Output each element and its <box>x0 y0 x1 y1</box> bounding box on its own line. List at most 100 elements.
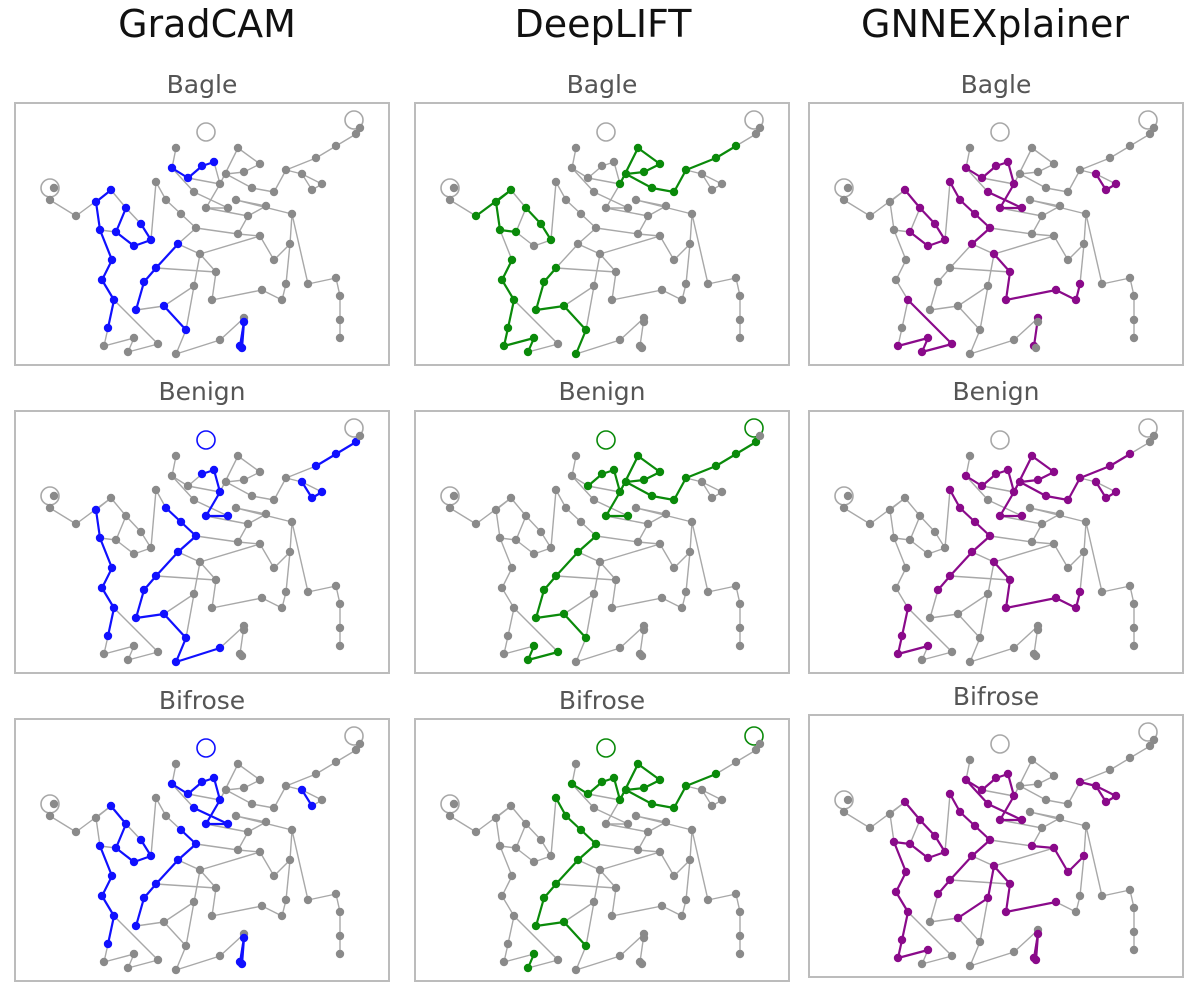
graph-node <box>889 533 899 543</box>
graph-node <box>595 557 605 567</box>
graph-node <box>529 549 539 559</box>
graph-node <box>335 949 345 959</box>
graph-edge <box>611 887 617 917</box>
graph-node <box>983 495 993 505</box>
graph-edge <box>909 515 921 541</box>
graph-node-highlighted <box>893 341 903 351</box>
graph-edge <box>449 815 477 833</box>
graph-edge-highlighted <box>637 763 661 781</box>
graph-edge <box>150 797 157 857</box>
graph-edge-highlighted <box>987 191 1023 209</box>
graph-node <box>171 349 181 359</box>
graph-node-highlighted <box>571 349 581 359</box>
graph-node <box>697 169 707 179</box>
graph-edge <box>513 299 559 345</box>
graph-node-highlighted <box>161 503 171 513</box>
graph-edge <box>499 537 513 569</box>
graph-edge <box>691 213 709 285</box>
graph-node <box>657 593 667 603</box>
graph-node <box>607 911 617 921</box>
graph-edge <box>585 593 595 639</box>
graph-node <box>681 279 691 289</box>
graph-node-highlighted <box>151 879 161 889</box>
graph-node <box>257 285 267 295</box>
graph-node-highlighted <box>551 571 561 581</box>
graph-node-highlighted <box>995 511 1005 521</box>
graph-edge <box>949 243 973 269</box>
graph-edge <box>1019 785 1047 801</box>
graph-node-highlighted <box>917 347 927 357</box>
graph-node <box>687 825 697 835</box>
graph-node <box>91 813 101 823</box>
graph-edge <box>507 915 515 945</box>
graph-edge <box>219 455 239 493</box>
graph-node <box>1129 333 1139 343</box>
graph-edge <box>907 607 953 653</box>
graph-node <box>669 563 679 573</box>
graph-node <box>915 511 925 521</box>
graph-edge <box>585 285 595 331</box>
graph-edge-highlighted <box>685 156 717 172</box>
graph-node <box>281 165 291 175</box>
graph-edge <box>175 955 221 971</box>
graph-edge <box>1013 147 1033 185</box>
graph-node <box>449 491 459 501</box>
graph-node <box>940 543 950 553</box>
graph-edge <box>555 575 617 581</box>
graph-node-highlighted <box>191 531 201 541</box>
graph-edge <box>285 551 291 593</box>
graph-edge <box>595 227 639 235</box>
graph-edge <box>843 811 871 829</box>
graph-edge-highlighted <box>685 464 717 480</box>
graph-node-highlighted <box>131 921 141 931</box>
graph-panel-gnnexplainer-bagle <box>808 102 1184 366</box>
graph-edge <box>1079 551 1085 593</box>
graph-edge <box>889 201 895 231</box>
graph-node-highlighted <box>1111 179 1121 189</box>
graph-node-highlighted <box>961 163 971 173</box>
graph-node-highlighted <box>167 163 177 173</box>
graph-node <box>567 163 577 173</box>
graph-self-loop <box>990 734 1010 754</box>
graph-edge <box>515 823 527 849</box>
graph-edge <box>685 243 691 285</box>
graph-node <box>925 613 935 623</box>
graph-node <box>509 911 519 921</box>
graph-node <box>499 957 509 967</box>
graph-node-highlighted <box>1017 203 1027 213</box>
graph-node <box>571 965 581 975</box>
graph-node-highlighted <box>129 241 139 251</box>
graph-node <box>495 841 505 851</box>
graph-node <box>151 485 161 495</box>
graph-edge <box>193 869 201 903</box>
graph-node <box>661 817 671 827</box>
graph-edge <box>689 829 693 861</box>
graph-node <box>639 625 649 635</box>
graph-edge <box>989 839 1033 847</box>
graph-node <box>1129 945 1139 955</box>
graph-node <box>839 195 849 205</box>
graph-node-highlighted <box>1009 179 1019 189</box>
graph-edge-highlighted <box>94 509 102 539</box>
graph-node-highlighted <box>1051 285 1061 295</box>
graph-node-highlighted <box>655 775 665 785</box>
graph-node <box>269 255 279 265</box>
graph-node <box>917 655 927 665</box>
graph-node <box>1145 129 1155 139</box>
graph-node-highlighted <box>503 323 513 333</box>
graph-edge <box>285 773 317 787</box>
graph-node <box>707 801 717 811</box>
graph-edge <box>593 807 629 825</box>
graph-node <box>897 323 907 333</box>
graph-node-highlighted <box>511 227 521 237</box>
graph-node <box>129 641 139 651</box>
graph-edge-highlighted <box>897 644 929 656</box>
graph-edge <box>599 851 661 871</box>
graph-node-highlighted <box>539 277 549 287</box>
graph-node-highlighted <box>131 305 141 315</box>
graph-node <box>153 955 163 965</box>
graph-node-highlighted <box>95 533 105 543</box>
graph-node <box>233 537 243 547</box>
graph-edge <box>185 285 195 331</box>
graph-edge <box>211 289 263 301</box>
